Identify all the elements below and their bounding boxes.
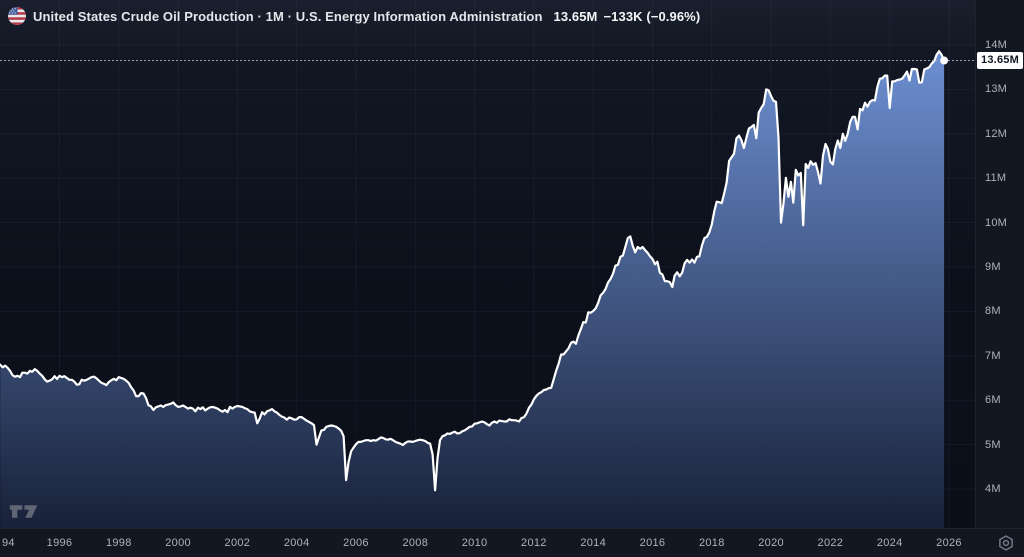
price-axis-label: 12M (985, 127, 1007, 140)
time-axis-label: 2006 (343, 537, 369, 549)
time-axis-label: 2000 (165, 537, 191, 549)
price-axis-label: 11M (985, 172, 1007, 185)
last-value: 13.65M (553, 8, 598, 24)
price-axis-label: 13M (985, 83, 1007, 96)
tradingview-logo[interactable] (8, 502, 40, 521)
symbol-title: United States Crude Oil Production · 1M … (33, 8, 543, 24)
time-axis-label: 2014 (580, 537, 607, 549)
price-curve (0, 0, 975, 528)
time-axis-label: 2020 (758, 537, 784, 549)
area-fill (0, 51, 945, 528)
price-axis-label: 10M (985, 216, 1007, 229)
price-axis-label: 14M (985, 39, 1007, 51)
price-axis-label: 8M (985, 305, 1001, 318)
time-axis[interactable]: 94 1996 1998 2000 2002 2004 2006 2008 2010 2012 20… (0, 528, 1024, 557)
price-axis-label: 9M (985, 261, 1001, 273)
series-line (0, 50, 946, 492)
time-axis-label: 1998 (105, 537, 132, 549)
time-axis-label: 1996 (46, 537, 73, 549)
settings-gear-icon[interactable] (996, 533, 1016, 553)
chart-plot-area[interactable]: United States Crude Oil Production · 1M … (0, 0, 975, 528)
time-axis-label: 2026 (936, 537, 962, 549)
price-axis-label: 7M (985, 349, 1001, 362)
last-point-marker (940, 56, 949, 65)
time-axis-label: 94 (2, 537, 15, 549)
time-axis-label: 2022 (817, 537, 844, 549)
time-axis-label: 2024 (876, 537, 903, 549)
time-axis-label: 2018 (698, 537, 725, 549)
time-axis-label: 2012 (521, 537, 547, 549)
price-axis[interactable]: 14M 13M 12M 11M 10M 9M 8M 7M 6M 5M 4M 13.65M (975, 0, 1024, 528)
us-flag-icon (8, 7, 26, 25)
current-price-label: 13.65M (977, 52, 1023, 70)
time-axis-label: 2016 (639, 537, 666, 549)
time-axis-label: 2010 (461, 537, 488, 549)
time-axis-label: 2008 (402, 537, 429, 549)
change-value: −133K (−0.96%) (603, 8, 701, 24)
chart-legend[interactable]: United States Crude Oil Production · 1M … (8, 6, 700, 26)
price-axis-label: 5M (985, 438, 1001, 451)
price-axis-label: 6M (985, 394, 1001, 407)
price-axis-label: 4M (985, 483, 1001, 495)
time-axis-label: 2002 (224, 537, 251, 549)
time-axis-label: 2004 (283, 537, 310, 549)
